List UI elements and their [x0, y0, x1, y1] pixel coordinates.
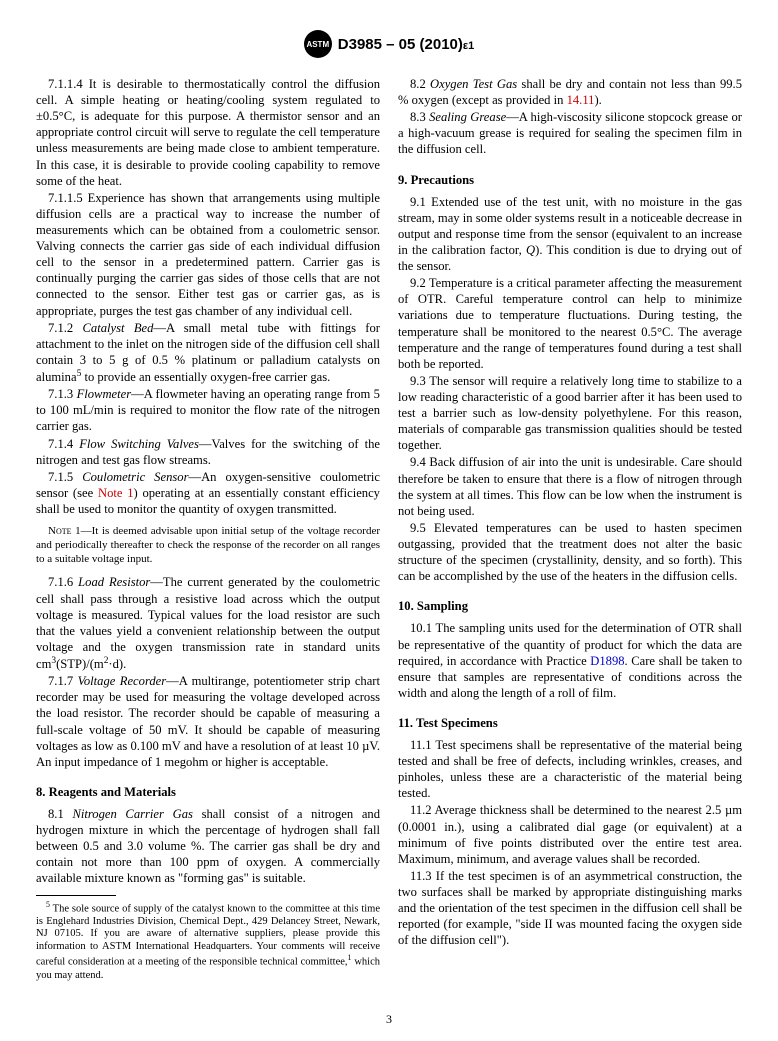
section-11-heading: 11. Test Specimens	[398, 715, 742, 731]
tail: ·d).	[108, 657, 126, 671]
para-7-1-3: 7.1.3 Flowmeter—A flowmeter having an op…	[36, 386, 380, 434]
para-7-1-5: 7.1.5 Coulometric Sensor—An oxygen-sensi…	[36, 469, 380, 517]
standard-designation: D3985 – 05 (2010) ε1	[338, 36, 474, 53]
footnote-rule	[36, 895, 116, 896]
term: Coulometric Sensor	[82, 470, 188, 484]
term: Load Resistor	[78, 575, 150, 589]
num: 7.1.7	[48, 674, 78, 688]
num: 7.1.2	[48, 321, 83, 335]
para-9-2: 9.2 Temperature is a critical parameter …	[398, 275, 742, 372]
term: Sealing Grease	[429, 110, 506, 124]
num: 7.1.3	[48, 387, 77, 401]
page-header: ASTM D3985 – 05 (2010) ε1	[36, 30, 742, 58]
section-8-heading: 8. Reagents and Materials	[36, 784, 380, 800]
num: 8.3	[410, 110, 429, 124]
para-9-1: 9.1 Extended use of the test unit, with …	[398, 194, 742, 275]
ref-14-11[interactable]: 14.11	[567, 93, 595, 107]
epsilon-superscript: ε1	[463, 40, 474, 52]
para-9-3: 9.3 The sensor will require a relatively…	[398, 373, 742, 454]
num: 8.1	[48, 807, 72, 821]
term: Catalyst Bed	[83, 321, 154, 335]
ref-d1898[interactable]: D1898	[590, 654, 624, 668]
term: Flowmeter	[77, 387, 132, 401]
para-9-4: 9.4 Back diffusion of air into the unit …	[398, 454, 742, 518]
para-8-2: 8.2 Oxygen Test Gas shall be dry and con…	[398, 76, 742, 108]
term: Nitrogen Carrier Gas	[72, 807, 192, 821]
para-8-1: 8.1 Nitrogen Carrier Gas shall consist o…	[36, 806, 380, 887]
num: 7.1.4	[48, 437, 79, 451]
standard-id-text: D3985 – 05 (2010)	[338, 36, 463, 53]
num: 7.1.5	[48, 470, 82, 484]
section-9-heading: 9. Precautions	[398, 172, 742, 188]
section-10-heading: 10. Sampling	[398, 598, 742, 614]
para-7-1-2: 7.1.2 Catalyst Bed—A small metal tube wi…	[36, 320, 380, 386]
page-number: 3	[386, 1012, 392, 1027]
footnote-5-body1: The sole source of supply of the catalys…	[36, 903, 380, 968]
note-label: Note	[48, 525, 72, 537]
note-num: 1—	[72, 525, 92, 537]
para-7-1-1-5: 7.1.1.5 Experience has shown that arrang…	[36, 190, 380, 319]
num: 8.2	[410, 77, 430, 91]
tail: to provide an essentially oxygen-free ca…	[81, 370, 330, 384]
num: 7.1.6	[48, 575, 78, 589]
body2: ).	[594, 93, 601, 107]
term: Flow Switching Valves	[79, 437, 199, 451]
para-7-1-4: 7.1.4 Flow Switching Valves—Valves for t…	[36, 436, 380, 468]
para-7-1-1-4: 7.1.1.4 It is desirable to thermostatica…	[36, 76, 380, 189]
q-symbol: Q	[526, 243, 535, 257]
term: Oxygen Test Gas	[430, 77, 517, 91]
para-11-3: 11.3 If the test specimen is of an asymm…	[398, 868, 742, 949]
mid: (STP)/(m	[56, 657, 104, 671]
para-7-1-6: 7.1.6 Load Resistor—The current generate…	[36, 574, 380, 672]
para-7-1-7: 7.1.7 Voltage Recorder—A multirange, pot…	[36, 673, 380, 770]
para-9-5: 9.5 Elevated temperatures can be used to…	[398, 520, 742, 584]
para-8-3: 8.3 Sealing Grease—A high-viscosity sili…	[398, 109, 742, 157]
note-1-reference[interactable]: Note 1	[98, 486, 134, 500]
footnote-5: 5 The sole source of supply of the catal…	[36, 900, 380, 983]
term: Voltage Recorder	[78, 674, 167, 688]
para-11-2: 11.2 Average thickness shall be determin…	[398, 802, 742, 866]
body-columns: 7.1.1.4 It is desirable to thermostatica…	[36, 76, 742, 982]
note-1: Note 1—It is deemed advisable upon initi…	[36, 525, 380, 566]
astm-logo-icon: ASTM	[304, 30, 332, 58]
para-10-1: 10.1 The sampling units used for the det…	[398, 620, 742, 701]
para-11-1: 11.1 Test specimens shall be representat…	[398, 737, 742, 801]
body: —A multirange, potentiometer strip chart…	[36, 674, 380, 769]
